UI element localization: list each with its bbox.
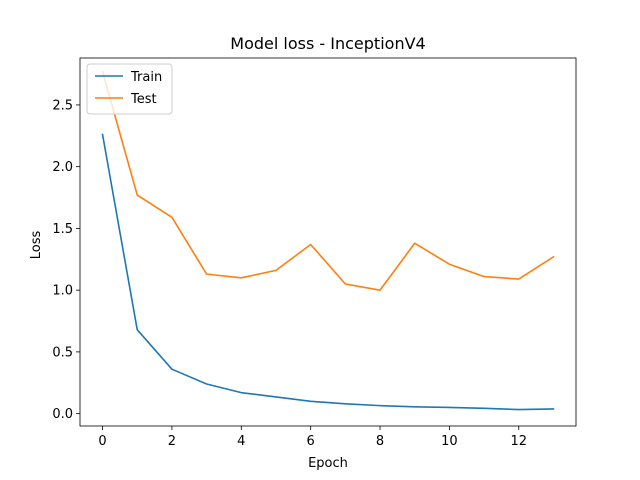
y-tick-label: 0.5 [52, 345, 73, 360]
x-tick-label: 4 [237, 434, 245, 449]
legend-label-test: Test [130, 92, 157, 107]
x-tick-label: 6 [307, 434, 315, 449]
y-tick-label: 2.0 [52, 160, 73, 175]
series-line-train [101, 133, 555, 411]
legend: Train Test [86, 63, 173, 115]
x-tick-label: 2 [168, 434, 176, 449]
y-tick-label: 1.0 [52, 284, 73, 299]
x-tick-label: 12 [510, 434, 527, 449]
y-tick-label: 1.5 [52, 222, 73, 237]
series-line-test [101, 70, 555, 291]
plot-area: 0 2 4 6 8 10 12 0.0 0.5 1.0 1.5 2.0 2.5 [52, 57, 577, 449]
legend-label-train: Train [130, 70, 162, 85]
plot-frame [79, 57, 577, 427]
y-axis-label: Loss [29, 231, 44, 260]
y-tick-label: 2.5 [52, 98, 73, 113]
x-tick-label: 8 [376, 434, 384, 449]
y-tick-label: 0.0 [52, 407, 73, 422]
chart-title: Model loss - InceptionV4 [230, 34, 425, 53]
x-tick-label: 0 [98, 434, 106, 449]
x-tick-label: 10 [441, 434, 458, 449]
x-axis-label: Epoch [308, 456, 348, 471]
